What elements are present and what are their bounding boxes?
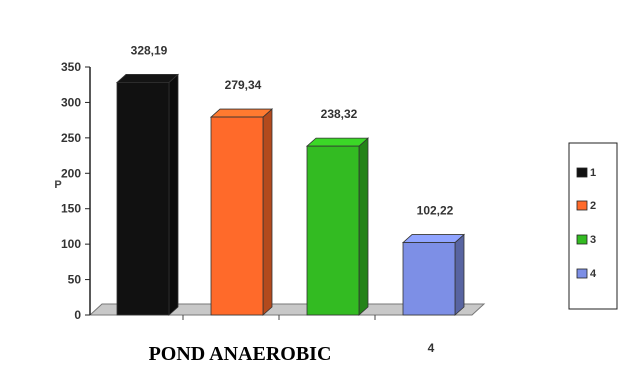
bar-side — [262, 108, 273, 316]
bar-3 — [305, 137, 370, 316]
y-tick-label: 300 — [61, 95, 81, 109]
legend-label: 3 — [590, 234, 596, 246]
y-tick-label: 250 — [61, 131, 81, 145]
legend-item-4: 4 — [576, 268, 597, 280]
legend-item-3: 3 — [576, 234, 596, 246]
bar-side — [358, 137, 369, 316]
legend-label: 1 — [590, 167, 596, 179]
bars — [115, 73, 466, 316]
data-label-1: 328,19 — [131, 43, 168, 57]
bar-2 — [209, 108, 274, 316]
legend-item-1: 1 — [576, 167, 596, 179]
bar-top — [209, 108, 274, 118]
x-axis-ticks: 4 — [182, 315, 435, 355]
legend-label: 4 — [590, 268, 597, 280]
bar-front — [116, 82, 170, 316]
chart-title: POND ANAEROBIC — [149, 343, 332, 365]
bar-top — [115, 74, 180, 83]
bar-front — [402, 242, 456, 316]
bar-top — [305, 137, 370, 147]
bar-side — [454, 233, 465, 316]
legend-swatch — [576, 200, 588, 211]
data-labels: 328,19 279,34 238,32 102,22 — [131, 43, 454, 217]
bar-front — [210, 116, 264, 316]
y-tick-label: 350 — [61, 60, 81, 74]
legend-swatch — [576, 167, 588, 178]
legend-label: 2 — [590, 200, 596, 212]
y-axis: 0 50 100 150 200 250 300 350 — [61, 60, 91, 322]
y-tick-label: 50 — [68, 273, 82, 287]
y-tick-label: 200 — [61, 166, 81, 180]
y-tick-label: 150 — [61, 202, 81, 216]
data-label-2: 279,34 — [225, 78, 262, 92]
bar-1 — [115, 73, 180, 316]
legend-swatch — [576, 234, 588, 245]
legend-swatch — [576, 268, 588, 279]
data-label-4: 102,22 — [417, 204, 454, 218]
legend-item-2: 2 — [576, 200, 596, 212]
y-tick-label: 100 — [61, 237, 81, 251]
legend: 1 2 3 4 — [568, 142, 618, 310]
x-tick-label: 4 — [428, 341, 435, 355]
data-label-3: 238,32 — [321, 107, 358, 121]
bar-side — [168, 73, 179, 316]
y-axis-label: P — [54, 179, 61, 191]
bar-front — [306, 145, 360, 316]
bar-4 — [401, 233, 466, 316]
bar-top — [401, 234, 466, 243]
y-tick-label: 0 — [74, 308, 81, 322]
